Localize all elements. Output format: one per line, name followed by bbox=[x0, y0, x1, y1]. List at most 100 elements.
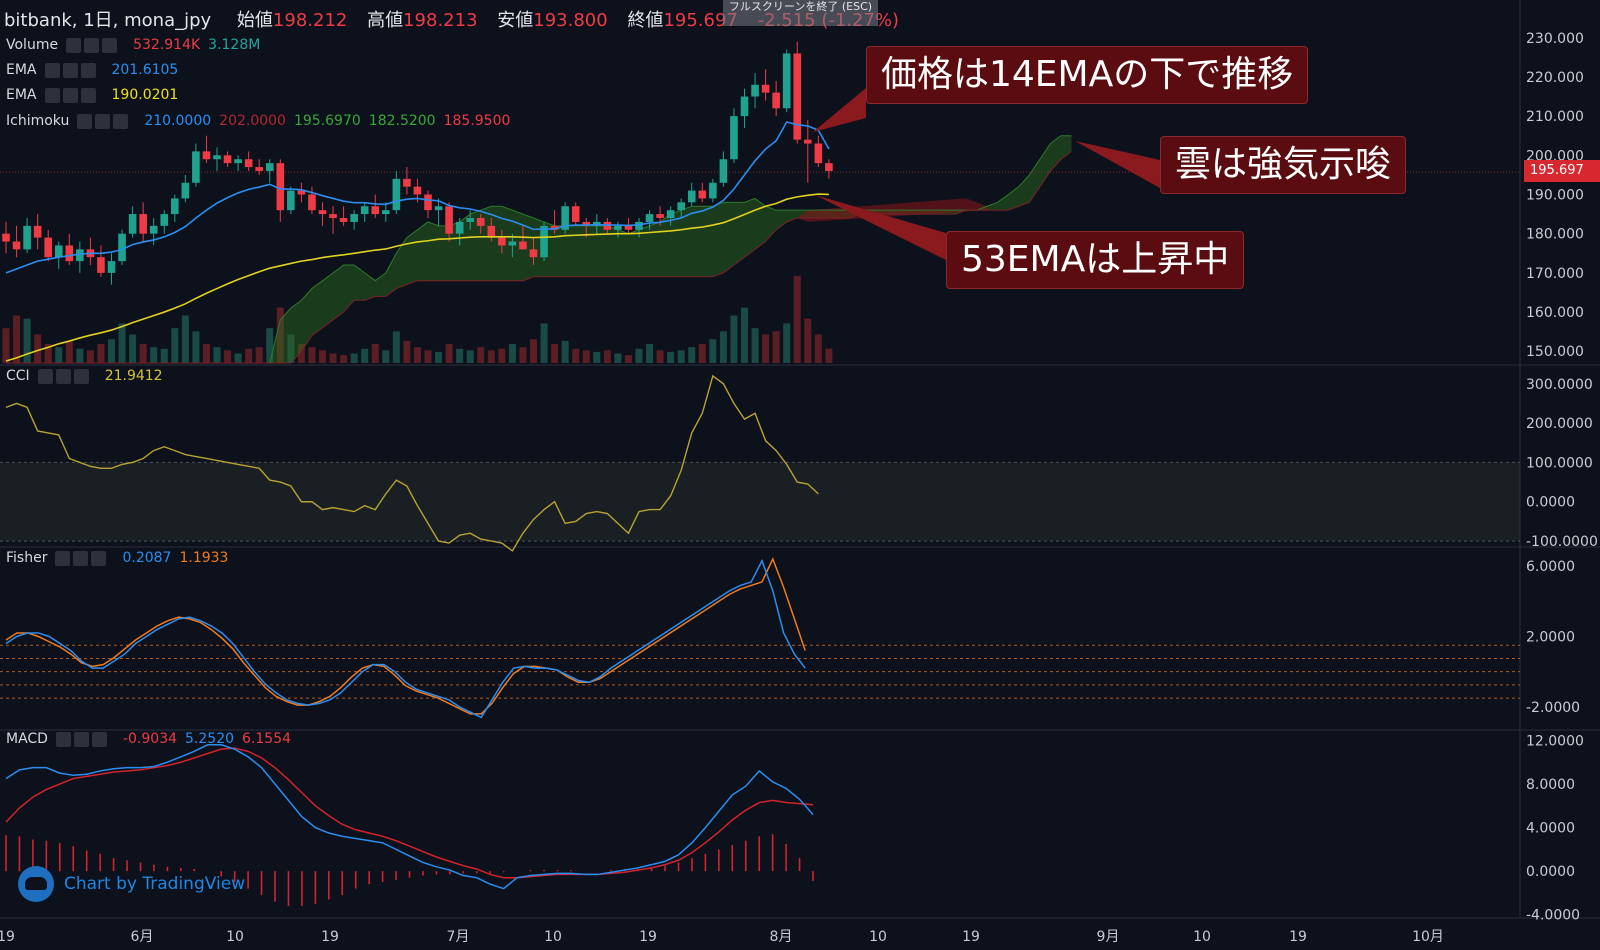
eye-icon[interactable] bbox=[44, 62, 60, 78]
y-tick-label: 0.0000 bbox=[1526, 495, 1575, 511]
legend-icons[interactable] bbox=[44, 87, 96, 103]
gear-icon[interactable] bbox=[62, 62, 78, 78]
cci-legend[interactable]: CCI 21.9412 bbox=[6, 368, 163, 384]
candle-body bbox=[540, 225, 548, 258]
volume-bar bbox=[551, 344, 559, 363]
legend-icons[interactable] bbox=[66, 37, 118, 53]
close-icon[interactable] bbox=[91, 550, 107, 566]
legend-icons[interactable] bbox=[77, 113, 129, 129]
volume-bar bbox=[466, 350, 474, 363]
candle-body bbox=[825, 163, 833, 171]
macd-legend[interactable]: MACD -0.9034 5.2520 6.1554 bbox=[6, 731, 291, 747]
y-tick-label: 300.0000 bbox=[1526, 377, 1593, 393]
fisher-value-1: 0.2087 bbox=[122, 550, 172, 566]
candle-body bbox=[171, 198, 179, 215]
eye-icon[interactable] bbox=[66, 37, 82, 53]
ema53-legend-name: EMA bbox=[6, 87, 37, 103]
volume-bar bbox=[213, 347, 221, 363]
eye-icon[interactable] bbox=[44, 87, 60, 103]
gear-icon[interactable] bbox=[73, 550, 89, 566]
annotation-ema53-rising[interactable]: 53EMAは上昇中 bbox=[946, 231, 1245, 289]
candle-body bbox=[561, 206, 569, 230]
eye-icon[interactable] bbox=[77, 113, 93, 129]
legend-icons[interactable] bbox=[55, 550, 107, 566]
candle bbox=[160, 210, 169, 234]
annotation-arrow bbox=[813, 88, 866, 132]
y-tick-label: 220.000 bbox=[1526, 70, 1584, 86]
volume-bar bbox=[139, 344, 147, 363]
volume-bar bbox=[709, 339, 717, 363]
fisher-legend[interactable]: Fisher 0.2087 1.1933 bbox=[6, 550, 228, 566]
legend-icons[interactable] bbox=[55, 731, 107, 747]
volume-bar bbox=[13, 315, 21, 363]
volume-bar bbox=[582, 350, 590, 363]
volume-bar bbox=[698, 344, 706, 363]
gear-icon[interactable] bbox=[95, 113, 111, 129]
legend-icons[interactable] bbox=[37, 368, 89, 384]
candle bbox=[793, 41, 802, 144]
candle bbox=[350, 210, 358, 230]
legend-icons[interactable] bbox=[44, 62, 96, 78]
volume-value-2: 3.128M bbox=[208, 37, 261, 53]
candle-body bbox=[455, 221, 464, 234]
close-icon[interactable] bbox=[91, 731, 107, 747]
close-icon[interactable] bbox=[102, 37, 118, 53]
close-icon[interactable] bbox=[113, 113, 129, 129]
close-icon[interactable] bbox=[73, 368, 89, 384]
volume-bar bbox=[97, 344, 105, 363]
volume-bar bbox=[382, 350, 390, 363]
cci-line bbox=[5, 374, 819, 552]
ema53-legend[interactable]: EMA 190.0201 bbox=[6, 87, 178, 103]
candle-body bbox=[635, 221, 643, 230]
x-tick-label: 10月 bbox=[1412, 929, 1444, 945]
volume-legend-name: Volume bbox=[6, 37, 59, 53]
eye-icon[interactable] bbox=[55, 731, 71, 747]
volume-bar bbox=[477, 347, 485, 363]
volume-bar bbox=[171, 328, 179, 363]
cci-band bbox=[0, 462, 1520, 542]
y-tick-label: 180.000 bbox=[1526, 227, 1584, 243]
eye-icon[interactable] bbox=[37, 368, 53, 384]
symbol-title[interactable]: bitbank, 1日, mona_jpy bbox=[4, 10, 212, 31]
y-tick-label: 200.0000 bbox=[1526, 416, 1593, 432]
volume-bar bbox=[192, 331, 200, 363]
candle-body bbox=[424, 194, 432, 211]
close-icon[interactable] bbox=[80, 87, 96, 103]
volume-bar bbox=[108, 339, 115, 363]
cloud-span-b-line bbox=[6, 150, 1072, 364]
candle-body bbox=[223, 155, 232, 164]
y-tick-label: 100.0000 bbox=[1526, 455, 1593, 471]
candle bbox=[192, 143, 200, 187]
gear-icon[interactable] bbox=[84, 37, 100, 53]
annotation-price-below-ema14[interactable]: 価格は14EMAの下で推移 bbox=[866, 46, 1309, 104]
candle bbox=[687, 182, 696, 207]
volume-bar bbox=[234, 353, 242, 363]
volume-bar bbox=[23, 318, 31, 363]
volume-bar bbox=[413, 347, 421, 363]
tradingview-credit[interactable]: Chart by TradingView bbox=[18, 866, 245, 902]
ichimoku-legend-name: Ichimoku bbox=[6, 113, 70, 129]
ema14-legend[interactable]: EMA 201.6105 bbox=[6, 62, 178, 78]
volume-bar bbox=[308, 347, 316, 363]
gear-icon[interactable] bbox=[62, 87, 78, 103]
gear-icon[interactable] bbox=[73, 731, 89, 747]
ichimoku-legend[interactable]: Ichimoku 210.0000 202.0000 195.6970 182.… bbox=[6, 113, 510, 129]
candle-body bbox=[772, 92, 780, 109]
volume-bar bbox=[329, 353, 337, 363]
candle bbox=[33, 214, 42, 250]
fullscreen-exit-hint[interactable]: フルスクリーンを終了 (ESC) bbox=[723, 0, 878, 26]
close-icon[interactable] bbox=[80, 62, 96, 78]
volume-bar bbox=[772, 331, 780, 363]
candle bbox=[424, 190, 432, 219]
volume-bar bbox=[340, 355, 348, 363]
candle bbox=[255, 159, 263, 175]
candle-body bbox=[571, 206, 580, 222]
volume-legend[interactable]: Volume 532.914K 3.128M bbox=[6, 37, 260, 53]
macd-value-2: 5.2520 bbox=[185, 731, 235, 747]
volume-bar bbox=[814, 334, 822, 363]
gear-icon[interactable] bbox=[55, 368, 71, 384]
eye-icon[interactable] bbox=[55, 550, 71, 566]
candle-body bbox=[550, 225, 559, 230]
annotation-cloud-bullish[interactable]: 雲は強気示唆 bbox=[1160, 136, 1407, 194]
